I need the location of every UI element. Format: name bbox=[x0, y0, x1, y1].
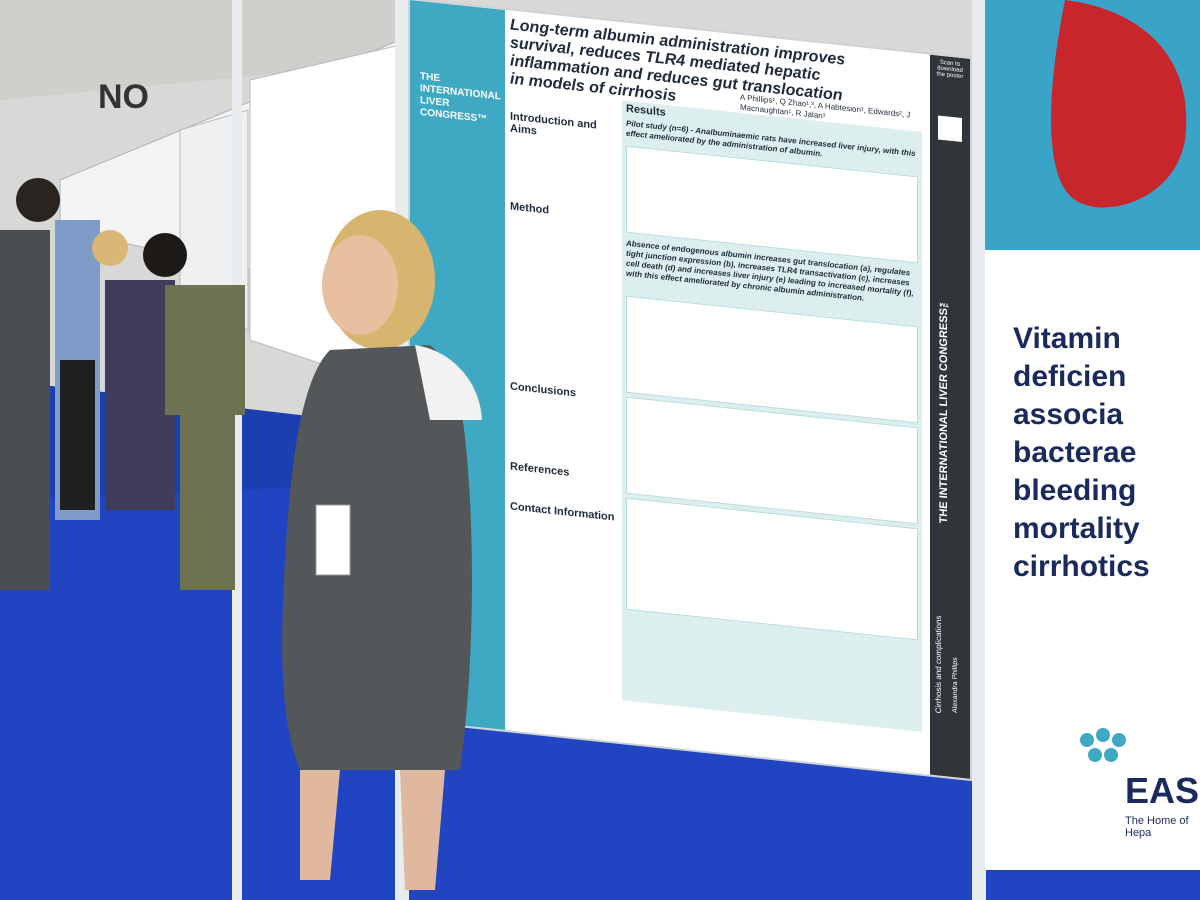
headline-line: bleeding bbox=[1013, 474, 1137, 507]
right-poster-headline: Vitamin deficien associa bacteraе bleedi… bbox=[1013, 320, 1150, 586]
easl-logo-icon bbox=[1080, 728, 1126, 762]
board-post bbox=[972, 0, 986, 900]
headline-line: deficien bbox=[1013, 360, 1127, 393]
easl-logo-text: EAS bbox=[1125, 770, 1200, 811]
presenter-face bbox=[322, 235, 398, 335]
presenter-legs bbox=[300, 770, 445, 890]
name-badge bbox=[315, 504, 351, 576]
presenter-sleeve bbox=[415, 345, 482, 420]
headline-line: Vitamin bbox=[1013, 322, 1121, 355]
ceiling bbox=[0, 0, 420, 100]
poster-illustration bbox=[985, 0, 1200, 250]
right-poster: Vitamin deficien associa bacteraе bleedi… bbox=[985, 0, 1200, 870]
easl-tagline: The Home of Hepa bbox=[1125, 815, 1189, 839]
board-post bbox=[232, 0, 242, 900]
venue-sign: NO bbox=[98, 78, 149, 116]
headline-line: bacteraе bbox=[1013, 436, 1137, 469]
presenter-dress bbox=[282, 345, 472, 770]
liver-illustration-icon bbox=[1051, 0, 1187, 208]
headline-line: cirrhotics bbox=[1013, 550, 1150, 583]
headline-line: associa bbox=[1013, 398, 1124, 431]
headline-line: mortality bbox=[1013, 512, 1140, 545]
